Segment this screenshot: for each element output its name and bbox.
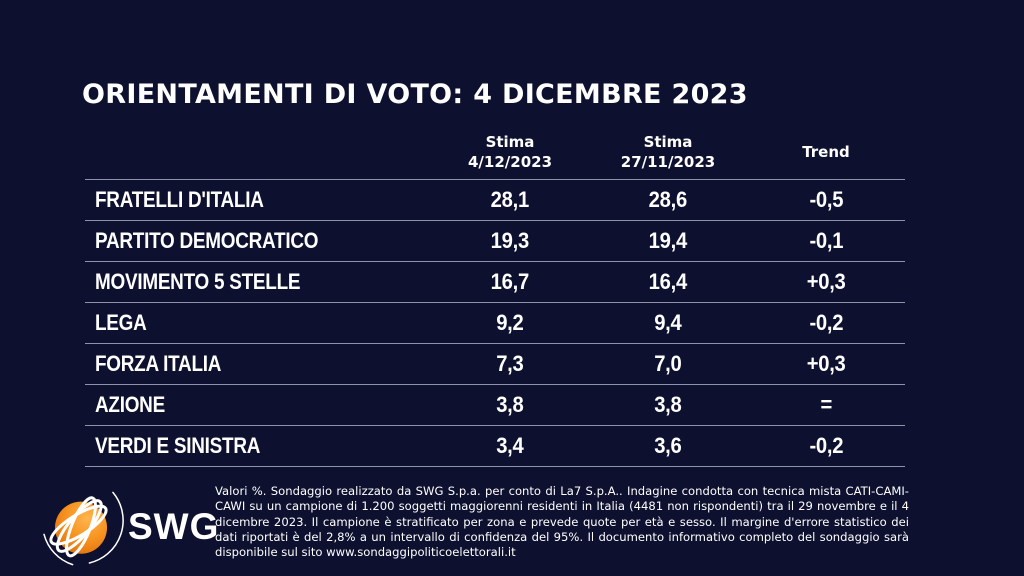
table-header-row: Stima 4/12/2023 Stima 27/11/2023 Trend bbox=[85, 122, 905, 179]
stima-previous-cell: 9,4 bbox=[654, 310, 682, 335]
trend-cell: -0,1 bbox=[809, 228, 843, 253]
trend-cell: -0,5 bbox=[809, 187, 843, 212]
party-name-cell: FRATELLI D'ITALIA bbox=[85, 187, 431, 213]
stima-previous-cell: 19,4 bbox=[648, 228, 688, 253]
page-title: ORIENTAMENTI DI VOTO: 4 DICEMBRE 2023 bbox=[82, 79, 748, 110]
trend-cell: -0,2 bbox=[809, 310, 843, 335]
party-name: PARTITO DEMOCRATICO bbox=[95, 228, 319, 253]
stima-current-cell: 16,7 bbox=[490, 269, 530, 294]
swg-globe-icon bbox=[43, 491, 124, 566]
table-row: FRATELLI D'ITALIA 28,1 28,6 -0,5 bbox=[85, 180, 905, 221]
table-row: AZIONE 3,8 3,8 = bbox=[85, 385, 905, 426]
header-stima-current-line2: 4/12/2023 bbox=[467, 152, 553, 171]
methodology-disclaimer: Valori %. Sondaggio realizzato da SWG S.… bbox=[215, 484, 909, 560]
stima-previous-cell: 7,0 bbox=[654, 351, 682, 376]
stima-previous-cell: 28,6 bbox=[648, 187, 688, 212]
table-row: LEGA 9,2 9,4 -0,2 bbox=[85, 303, 905, 344]
party-name-cell: LEGA bbox=[85, 310, 431, 336]
party-name: FRATELLI D'ITALIA bbox=[95, 187, 264, 212]
trend-cell: +0,3 bbox=[806, 351, 846, 376]
header-stima-current: Stima 4/12/2023 bbox=[431, 133, 589, 172]
party-name: FORZA ITALIA bbox=[95, 351, 222, 376]
trend-cell: -0,2 bbox=[809, 433, 843, 458]
party-name: LEGA bbox=[95, 310, 147, 335]
header-stima-previous-line1: Stima bbox=[643, 133, 693, 151]
party-name: VERDI E SINISTRA bbox=[95, 433, 261, 458]
table-row: FORZA ITALIA 7,3 7,0 +0,3 bbox=[85, 344, 905, 385]
table-body: FRATELLI D'ITALIA 28,1 28,6 -0,5 PARTITO… bbox=[85, 179, 905, 467]
header-trend: Trend bbox=[802, 142, 850, 161]
swg-logo-text: SWG bbox=[128, 506, 220, 547]
party-name-cell: FORZA ITALIA bbox=[85, 351, 431, 377]
poll-results-table: Stima 4/12/2023 Stima 27/11/2023 Trend F… bbox=[85, 122, 905, 467]
party-name-cell: VERDI E SINISTRA bbox=[85, 433, 431, 459]
party-name: AZIONE bbox=[95, 392, 165, 417]
stima-previous-cell: 3,6 bbox=[654, 433, 682, 458]
stima-current-cell: 28,1 bbox=[490, 187, 530, 212]
party-name-cell: AZIONE bbox=[85, 392, 431, 418]
header-stima-previous: Stima 27/11/2023 bbox=[589, 133, 747, 172]
table-row: PARTITO DEMOCRATICO 19,3 19,4 -0,1 bbox=[85, 221, 905, 262]
stima-current-cell: 19,3 bbox=[490, 228, 530, 253]
stima-previous-cell: 3,8 bbox=[654, 392, 682, 417]
party-name-cell: MOVIMENTO 5 STELLE bbox=[85, 269, 431, 295]
table-row: VERDI E SINISTRA 3,4 3,6 -0,2 bbox=[85, 426, 905, 467]
stima-current-cell: 7,3 bbox=[496, 351, 524, 376]
stima-previous-cell: 16,4 bbox=[648, 269, 688, 294]
stima-current-cell: 9,2 bbox=[496, 310, 524, 335]
party-name: MOVIMENTO 5 STELLE bbox=[95, 269, 301, 294]
header-stima-previous-line2: 27/11/2023 bbox=[620, 152, 716, 171]
trend-cell: = bbox=[820, 392, 832, 417]
party-name-cell: PARTITO DEMOCRATICO bbox=[85, 228, 431, 254]
stima-current-cell: 3,4 bbox=[496, 433, 524, 458]
stima-current-cell: 3,8 bbox=[496, 392, 524, 417]
header-stima-current-line1: Stima bbox=[485, 133, 535, 151]
trend-cell: +0,3 bbox=[806, 269, 846, 294]
swg-logo: SWG bbox=[38, 484, 219, 568]
table-row: MOVIMENTO 5 STELLE 16,7 16,4 +0,3 bbox=[85, 262, 905, 303]
